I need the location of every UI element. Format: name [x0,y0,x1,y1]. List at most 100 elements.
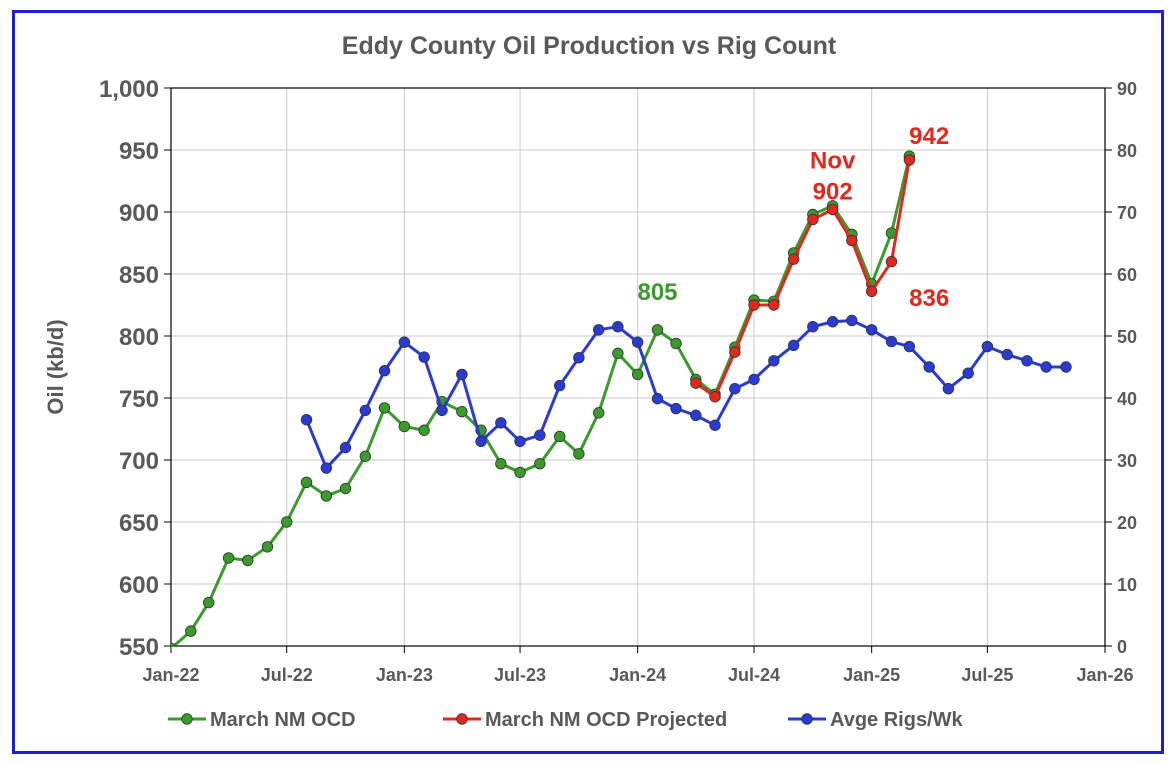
data-point [612,321,624,333]
data-point [690,409,702,422]
legend: March NM OCD March NM OCD Projected Avge R… [168,709,963,731]
data-point [903,154,916,166]
data-point [981,340,994,353]
data-point [534,429,546,441]
annotation-label: 902 [813,179,853,206]
data-point [573,448,585,460]
x-tick-label: Jan-22 [142,665,199,685]
y-tick-label: 600 [119,572,159,599]
data-point [261,541,274,553]
y-tick-label: 950 [119,138,159,165]
data-point [1001,348,1013,361]
data-point [436,404,448,417]
data-point [923,361,935,373]
data-point [398,420,411,433]
data-point [592,324,605,336]
data-point [573,352,585,364]
series-lines [171,150,1072,647]
data-point [787,253,800,265]
data-point [748,373,760,386]
y-tick-label: 700 [119,448,159,475]
grid [170,87,1106,647]
y-tick-label: 800 [119,324,159,351]
y2-tick-label: 70 [1117,203,1137,223]
y2-tick-label: 0 [1117,637,1127,657]
data-point [807,213,819,226]
data-point [651,392,664,405]
axes: Jan-22 Jul-22 Jan-23 Jul-23 Jan-24 Jul-24 Jan-… [99,76,1137,685]
data-point [942,383,955,395]
data-point [281,516,293,528]
data-point [631,336,644,348]
data-point [171,642,177,647]
data-point [787,339,800,352]
data-point [768,299,780,311]
data-point [418,351,430,363]
annotations: 805 Nov 902 942 836 [637,123,949,312]
data-point [865,324,878,336]
y-axis-label: Oil (kb/d) [43,319,68,414]
data-point [885,335,898,348]
data-point [398,336,411,348]
data-point [514,435,526,448]
y2-tick-label: 50 [1117,327,1137,347]
data-point [903,340,916,353]
data-point [456,405,468,418]
data-point [553,379,566,392]
data-point [495,417,507,429]
data-point [865,285,878,298]
plot-border [170,87,1106,647]
data-point [729,383,741,395]
x-tick-label: Jan-26 [1076,665,1133,685]
data-point [612,347,624,360]
y-tick-label: 900 [119,200,159,227]
data-point [359,404,372,417]
x-tick-label: Jul-23 [494,665,546,685]
data-point [203,596,215,609]
legend-marker [456,713,468,725]
data-point [378,402,391,414]
legend-label: March NM OCD Projected [485,709,727,731]
data-point [1040,361,1052,373]
y-tick-label: 650 [119,510,159,537]
data-point [670,402,682,415]
annotation-label: 805 [637,279,677,306]
data-point [378,365,391,377]
y2-tick-label: 60 [1117,265,1137,285]
data-point [846,234,858,247]
legend-label: Avge Rigs/Wk [830,709,963,731]
y-tick-label: 850 [119,262,159,289]
data-point [748,299,760,311]
data-point [670,337,682,350]
data-point [651,324,664,336]
series-line [305,319,1067,470]
data-point [885,255,898,268]
series-line [694,159,911,399]
x-tick-label: Jul-24 [728,665,780,685]
annotation-label: 942 [909,123,949,150]
y2-tick-label: 10 [1117,575,1137,595]
series-2 [300,314,1072,474]
annotation-label: 836 [909,285,949,312]
data-point [339,441,352,454]
data-point [185,625,197,637]
data-point [456,368,468,381]
data-point [534,458,546,470]
data-point [962,367,974,379]
data-point [222,552,235,564]
y2-tick-label: 30 [1117,451,1137,471]
data-point [709,419,721,431]
x-tick-label: Jan-23 [376,665,433,685]
data-point [690,377,702,389]
data-point [826,203,839,216]
data-point [418,424,430,436]
data-point [495,458,507,470]
x-tick-label: Jul-22 [261,665,313,685]
data-point [1060,361,1072,373]
data-point [1021,355,1033,367]
y2-tick-label: 80 [1117,141,1137,161]
data-point [846,314,858,327]
data-point [631,368,644,381]
y-tick-label: 1,000 [99,76,159,103]
